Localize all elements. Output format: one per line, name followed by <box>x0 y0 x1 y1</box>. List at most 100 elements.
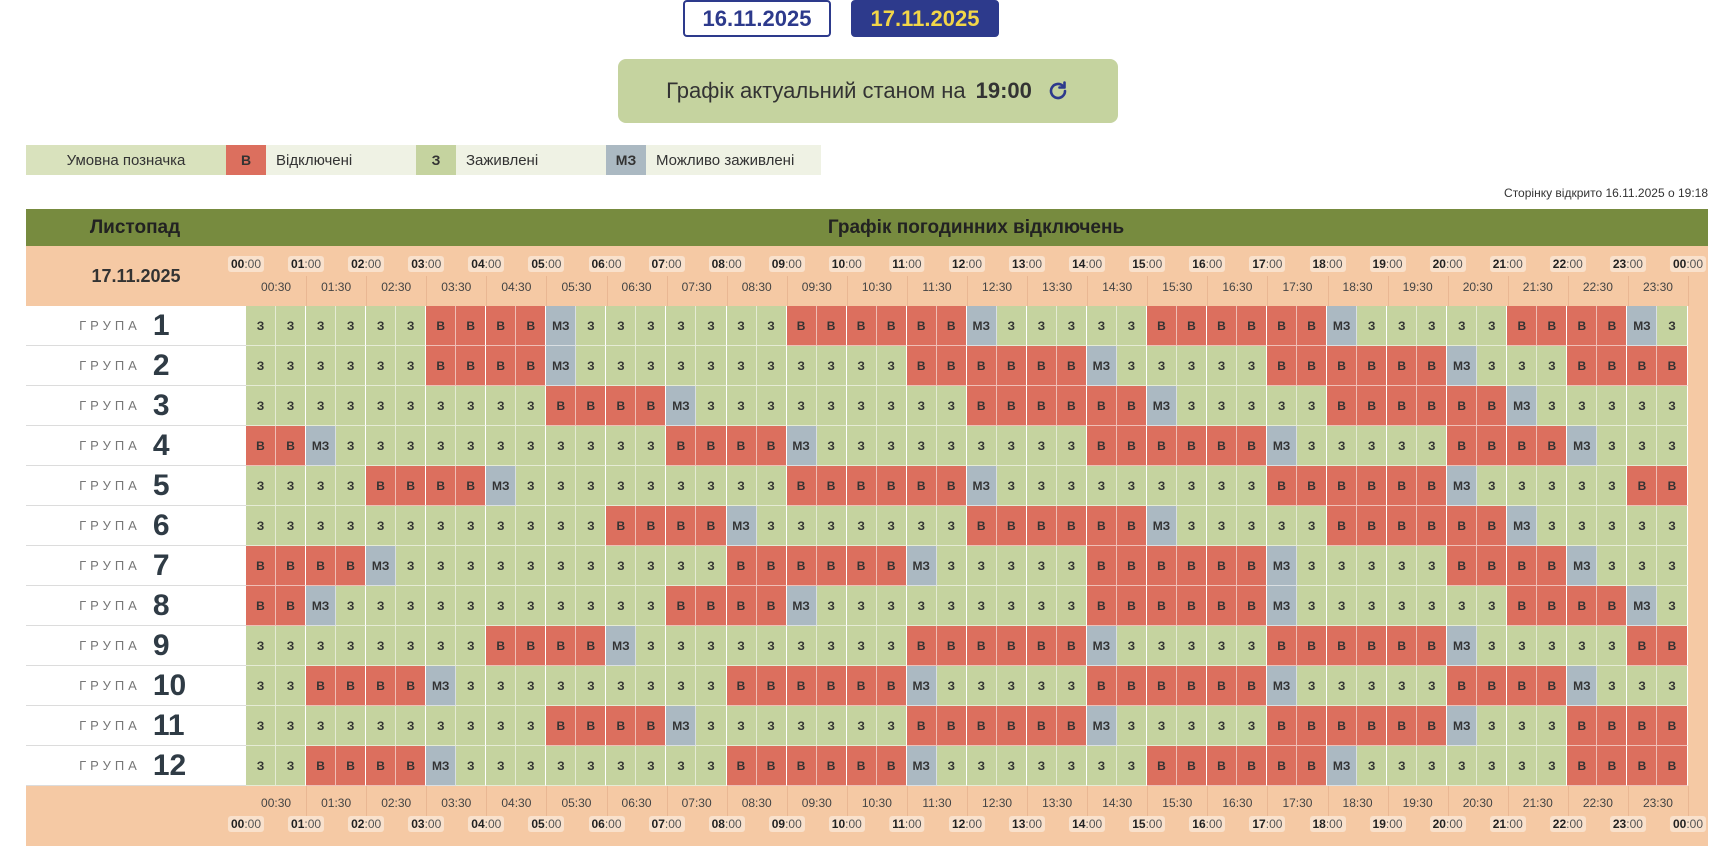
schedule-cell: В <box>1357 386 1388 426</box>
schedule-cell: В <box>1507 426 1538 466</box>
schedule-cell: В <box>876 546 907 586</box>
schedule-cell: З <box>366 586 397 626</box>
schedule-cell: З <box>336 386 367 426</box>
schedule-cell: В <box>1237 666 1268 706</box>
schedule-cell: З <box>1627 506 1658 546</box>
schedule-cell: З <box>396 586 427 626</box>
schedule-cell: З <box>276 666 307 706</box>
hour-label: 00:00 <box>227 256 265 272</box>
schedule-cell: В <box>876 306 907 346</box>
refresh-icon[interactable] <box>1046 79 1070 103</box>
half-hour-label: 19:30 <box>1402 280 1433 294</box>
schedule-cell: МЗ <box>1086 626 1117 666</box>
schedule-cell: В <box>636 386 667 426</box>
schedule-cell: З <box>996 586 1027 626</box>
schedule-cell: З <box>1297 506 1328 546</box>
schedule-cell: В <box>336 546 367 586</box>
schedule-cell: З <box>1026 586 1057 626</box>
schedule-cell: МЗ <box>1567 666 1598 706</box>
schedule-cell: З <box>1116 706 1147 746</box>
hour-label: 20:00 <box>1429 256 1466 272</box>
date-tab-2[interactable]: 17.11.2025 <box>851 0 999 37</box>
half-hour-label: 01:30 <box>321 796 352 810</box>
schedule-title: Графік погодинних відключень <box>827 216 1125 238</box>
schedule-cell: З <box>546 466 577 506</box>
schedule-cell: МЗ <box>1146 386 1177 426</box>
schedule-cell: З <box>246 626 277 666</box>
schedule-cell: В <box>1146 746 1177 786</box>
schedule-cell: З <box>666 666 697 706</box>
schedule-cell: В <box>1597 746 1628 786</box>
schedule-cell: З <box>816 426 847 466</box>
schedule-cell: В <box>1176 746 1207 786</box>
schedule-cell: МЗ <box>306 426 337 466</box>
schedule-cell: З <box>426 626 457 666</box>
schedule-cell: З <box>1176 386 1207 426</box>
time-axis-bottom: 00:00 01:00 02:00 03:00 04:00 05:00 06:00 07:00… <box>26 786 1708 846</box>
schedule-cell: З <box>1026 746 1057 786</box>
schedule-cell: В <box>1056 386 1087 426</box>
schedule-cell: В <box>1567 306 1598 346</box>
schedule-cell: В <box>726 746 757 786</box>
group-label: ГРУПА 1 <box>26 306 246 346</box>
hour-label: 21:00 <box>1489 256 1526 272</box>
schedule-cell: З <box>1237 466 1268 506</box>
schedule-cell: В <box>756 426 787 466</box>
schedule-cell: З <box>606 586 637 626</box>
schedule-cell: МЗ <box>486 466 517 506</box>
schedule-cell: В <box>486 626 517 666</box>
schedule-cell: З <box>1176 466 1207 506</box>
schedule-cell: З <box>636 626 667 666</box>
schedule-cell: З <box>666 346 697 386</box>
schedule-cell: МЗ <box>1627 586 1658 626</box>
group-number: 10 <box>152 668 187 702</box>
group-label: ГРУПА 11 <box>26 706 246 746</box>
schedule-cell: З <box>426 506 457 546</box>
hour-label: 11:00 <box>889 816 925 832</box>
schedule-cell: З <box>336 346 367 386</box>
half-hour-label: 19:30 <box>1402 796 1433 810</box>
schedule-cell: В <box>1267 466 1298 506</box>
schedule-cell: В <box>1056 626 1087 666</box>
schedule-cell: В <box>486 346 517 386</box>
schedule-cell: З <box>1237 506 1268 546</box>
schedule-cell: В <box>786 306 817 346</box>
schedule-cell: В <box>1507 546 1538 586</box>
schedule-cell: З <box>846 346 877 386</box>
schedule-cell: В <box>1357 706 1388 746</box>
schedule-cell: З <box>1297 666 1328 706</box>
half-hour-label: 20:30 <box>1462 796 1493 810</box>
date-tab-1[interactable]: 16.11.2025 <box>683 0 831 37</box>
schedule-cell: В <box>906 306 937 346</box>
schedule-cell: З <box>246 706 277 746</box>
half-hour-label: 00:30 <box>261 796 292 810</box>
schedule-cell: В <box>726 426 757 466</box>
schedule-cell: В <box>1357 466 1388 506</box>
schedule-cell: В <box>966 506 997 546</box>
hour-label: 07:00 <box>648 256 685 272</box>
schedule-cell: З <box>516 466 547 506</box>
schedule-cell: В <box>606 706 637 746</box>
schedule-cell: МЗ <box>1267 546 1298 586</box>
hour-label: 22:00 <box>1549 256 1586 272</box>
schedule-cell: В <box>1537 666 1568 706</box>
schedule-cell: В <box>1357 346 1388 386</box>
group-row-8: ГРУПА 8 В В МЗ З З З З З З З З З З З В В В В МЗ З З З З З З З З З В В В В… <box>26 586 1708 626</box>
half-hour-label: 05:30 <box>561 796 592 810</box>
schedule-cell: З <box>426 386 457 426</box>
schedule-cell: З <box>546 546 577 586</box>
schedule-cell: В <box>576 706 607 746</box>
schedule-cell: В <box>1056 346 1087 386</box>
schedule-cell: З <box>366 306 397 346</box>
schedule-cell: В <box>1387 706 1418 746</box>
schedule-cell: МЗ <box>786 586 817 626</box>
hour-label: 10:00 <box>828 256 865 272</box>
schedule-cell: В <box>846 306 877 346</box>
schedule-cell: З <box>816 626 847 666</box>
page-opened-timestamp: Сторінку відкрито 16.11.2025 о 19:18 <box>1504 186 1708 200</box>
schedule-cell: МЗ <box>906 546 937 586</box>
schedule-cell: В <box>1086 386 1117 426</box>
group-row-2: ГРУПА 2 З З З З З З В В В В МЗ З З З З З З З З З З З В В В В В В МЗ З З З… <box>26 346 1708 386</box>
half-hour-label: 23:30 <box>1642 280 1673 294</box>
schedule-cell: В <box>1597 586 1628 626</box>
